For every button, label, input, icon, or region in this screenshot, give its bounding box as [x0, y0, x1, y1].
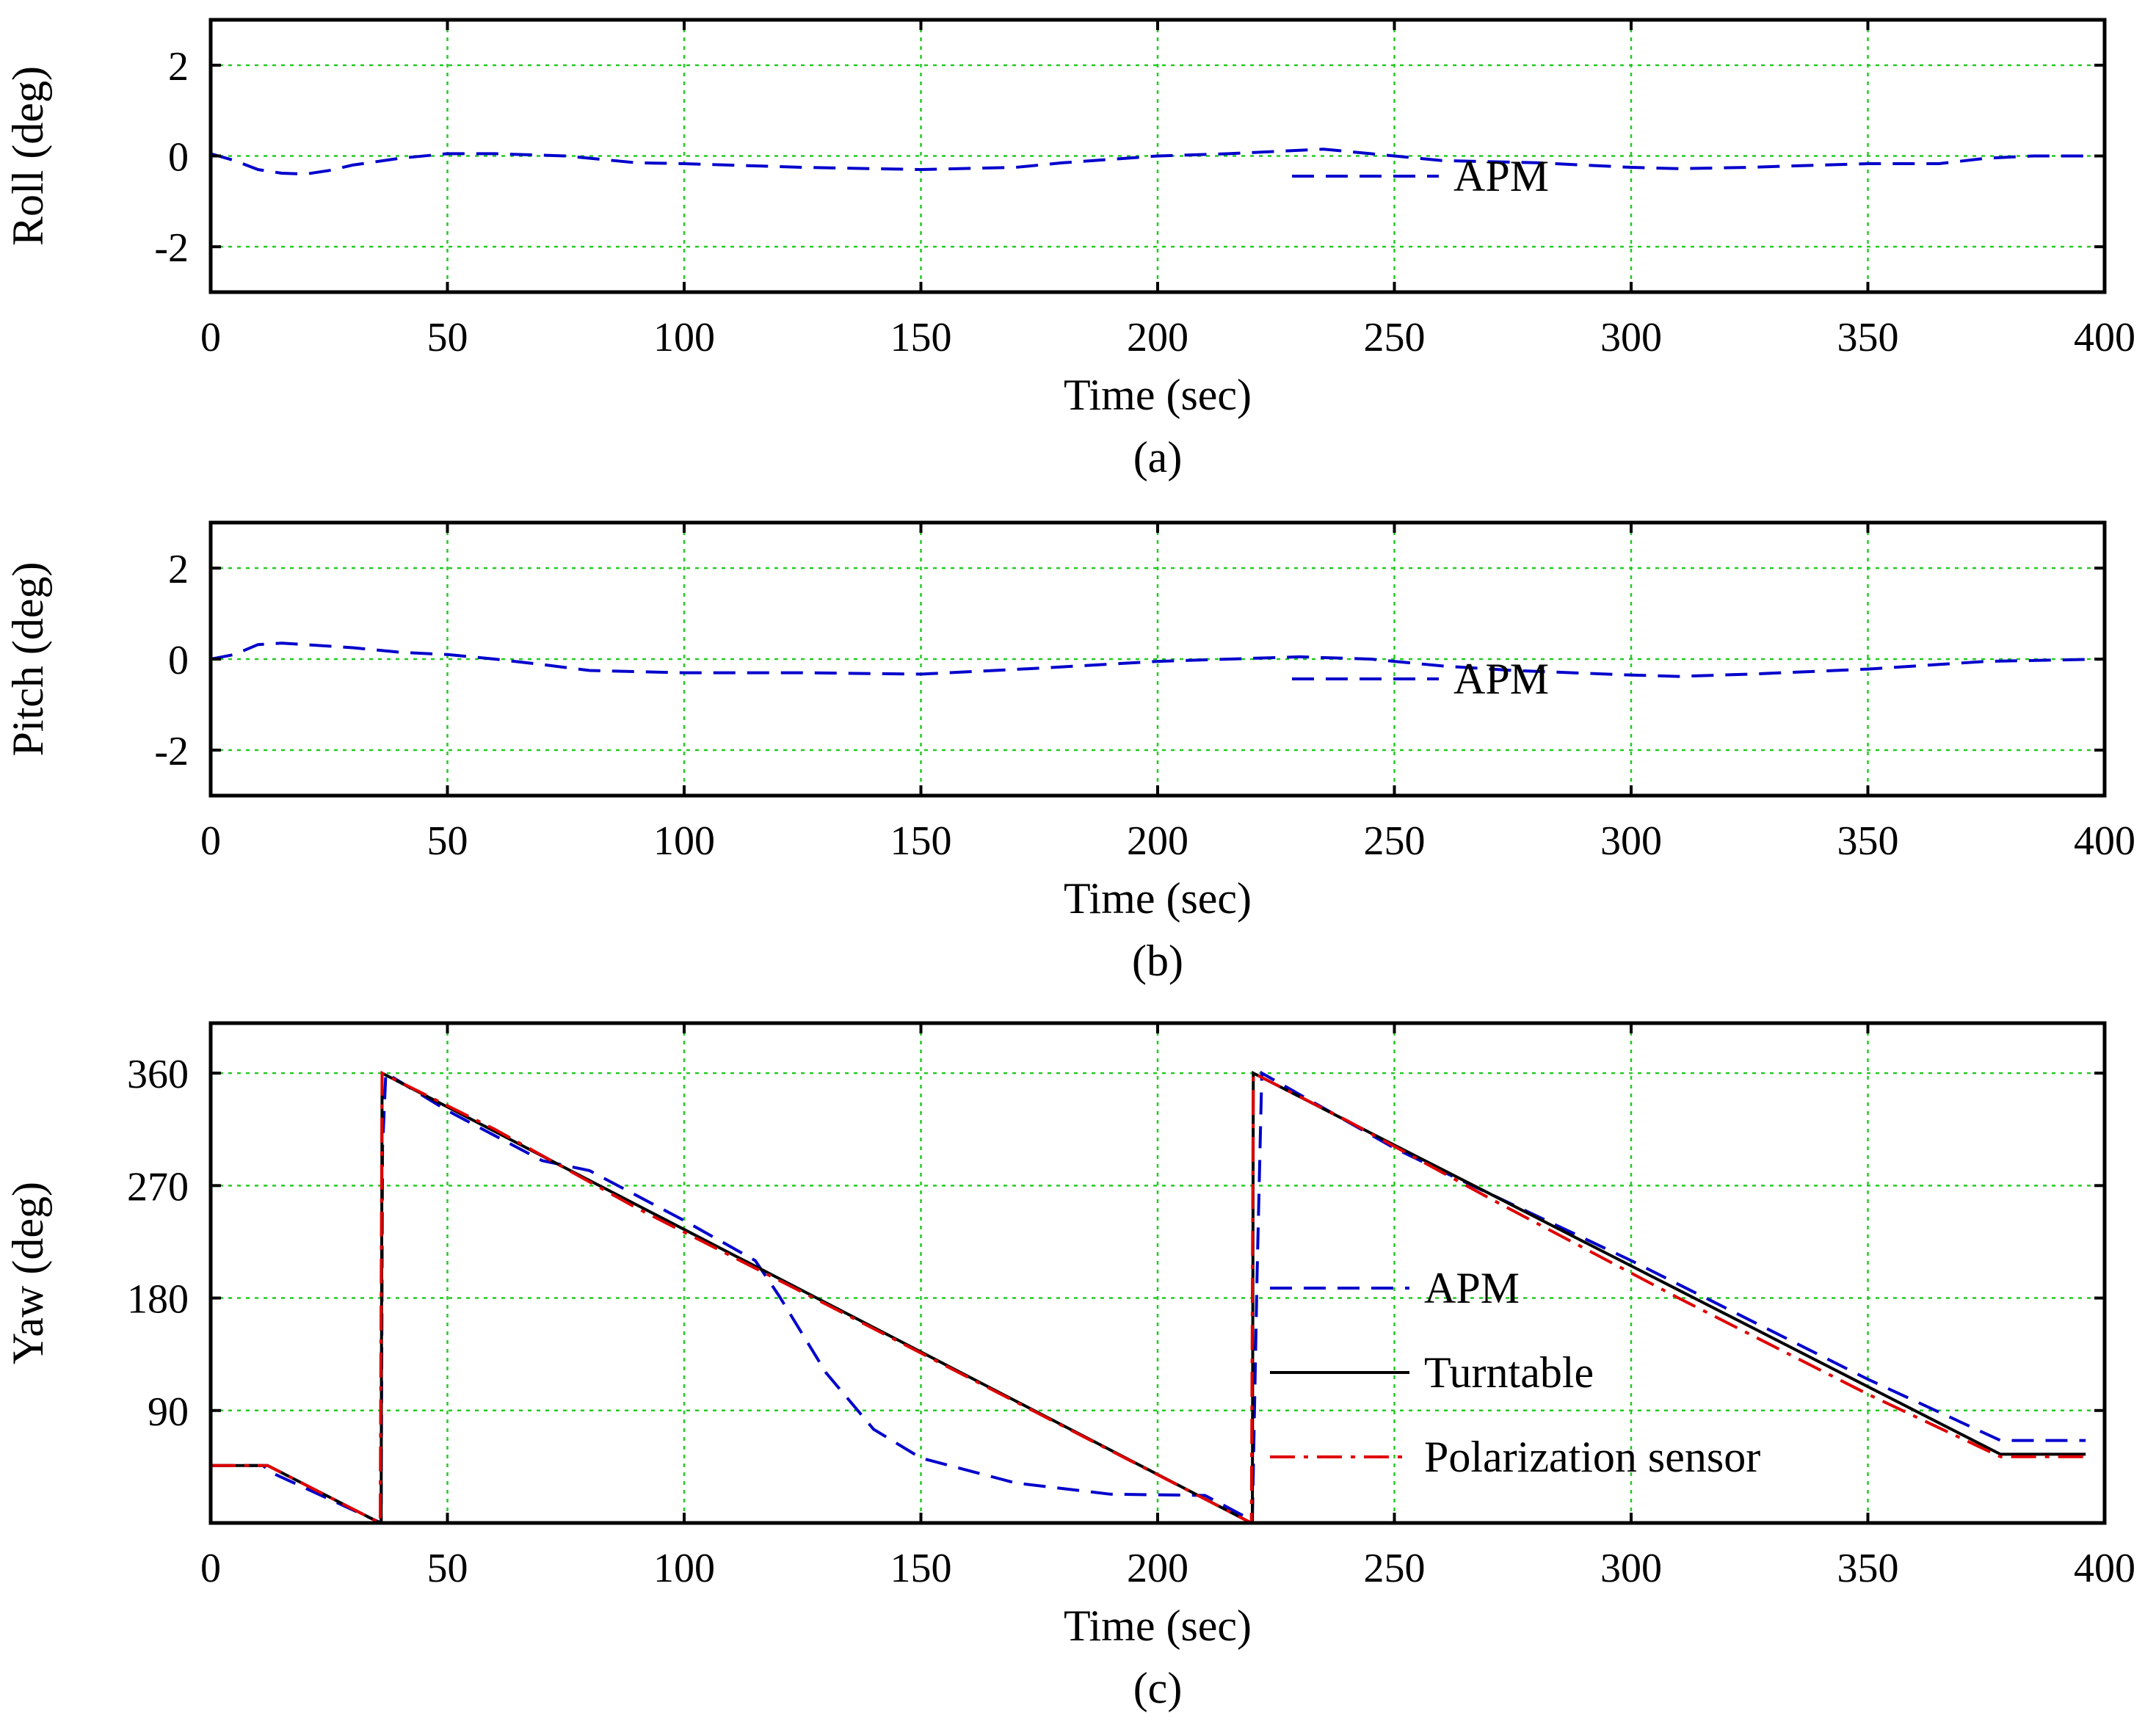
y-tick-label: 360	[127, 1052, 189, 1097]
x-tick-label: 300	[1600, 818, 1662, 864]
legend-label: Turntable	[1424, 1348, 1594, 1397]
x-tick-label: 50	[427, 818, 468, 864]
series-line-polarization-sensor	[211, 1070, 2086, 1523]
x-tick-label: 300	[1600, 315, 1662, 360]
x-tick-label: 0	[200, 315, 221, 360]
x-tick-label: 50	[427, 315, 468, 360]
x-tick-label: 150	[890, 818, 952, 864]
x-tick-label: 200	[1127, 315, 1188, 360]
x-tick-label: 350	[1837, 1546, 1899, 1591]
x-tick-label: 300	[1600, 1546, 1662, 1591]
y-tick-label: -2	[154, 729, 189, 774]
series-line-turntable	[211, 1070, 2086, 1523]
x-tick-label: 100	[653, 315, 715, 360]
chart-panel-c: 0 50 100 150 200 250 300 350 400 90 180 270 360 Time …	[4, 1021, 2135, 1712]
x-tick-label: 250	[1364, 818, 1426, 864]
x-tick-label: 350	[1837, 315, 1899, 360]
legend-label: Polarization sensor	[1424, 1433, 1760, 1481]
x-tick-label: 200	[1127, 1546, 1188, 1591]
y-tick-label: 90	[148, 1389, 189, 1435]
x-tick-label: 400	[2074, 315, 2135, 360]
legend: APM Turntable Polarization sensor	[1270, 1264, 1760, 1481]
x-tick-label: 0	[200, 818, 221, 864]
y-tick-label: 180	[127, 1277, 189, 1323]
x-tick-label: 250	[1364, 315, 1426, 360]
y-axis-label: Pitch (deg)	[4, 562, 52, 757]
x-tick-label: 150	[890, 1546, 952, 1591]
panel-caption: (a)	[1133, 433, 1183, 481]
legend-label: APM	[1424, 1264, 1520, 1312]
x-tick-label: 350	[1837, 818, 1899, 864]
legend: APM	[1292, 152, 1549, 200]
legend-label: APM	[1453, 152, 1549, 200]
legend: APM	[1292, 655, 1549, 703]
x-tick-label: 100	[653, 1546, 715, 1591]
x-axis-label: Time (sec)	[1064, 371, 1252, 419]
legend-label: APM	[1453, 655, 1549, 703]
x-tick-label: 50	[427, 1546, 468, 1591]
y-tick-label: -2	[154, 225, 189, 271]
series-line-apm	[211, 1070, 2086, 1523]
y-tick-label: 2	[168, 44, 189, 90]
x-axis-label: Time (sec)	[1064, 874, 1252, 923]
x-tick-label: 250	[1364, 1546, 1426, 1591]
x-tick-label: 0	[200, 1546, 221, 1591]
y-axis-label: Yaw (deg)	[4, 1182, 52, 1364]
x-axis-label: Time (sec)	[1064, 1601, 1252, 1650]
x-tick-label: 200	[1127, 818, 1188, 864]
y-tick-label: 0	[168, 638, 189, 683]
x-tick-label: 400	[2074, 1546, 2135, 1591]
panel-caption: (b)	[1132, 937, 1183, 985]
x-tick-label: 150	[890, 315, 952, 360]
series-line-apm	[211, 148, 2105, 176]
y-tick-label: 2	[168, 547, 189, 592]
x-tick-label: 400	[2074, 818, 2135, 864]
series-line-apm	[211, 641, 2105, 678]
panel-caption: (c)	[1133, 1664, 1183, 1712]
x-tick-label: 100	[653, 818, 715, 864]
y-axis-label: Roll (deg)	[4, 66, 52, 246]
y-tick-label: 270	[127, 1164, 189, 1210]
y-tick-label: 0	[168, 135, 189, 181]
